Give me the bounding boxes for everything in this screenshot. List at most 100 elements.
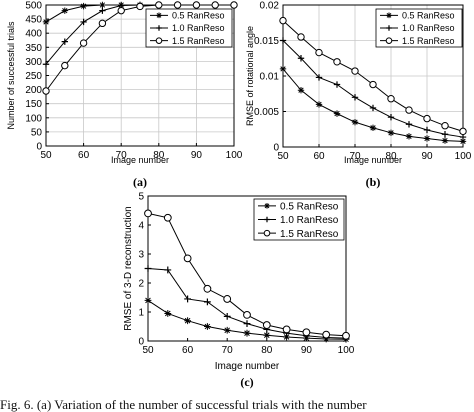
data-point bbox=[405, 133, 413, 140]
data-point bbox=[423, 126, 431, 134]
data-point bbox=[164, 266, 172, 274]
data-point bbox=[441, 122, 449, 130]
y-tick-label: 4 bbox=[138, 221, 144, 232]
legend-label: 1.0 RanReso bbox=[172, 23, 225, 33]
data-point bbox=[144, 297, 152, 304]
x-axis-label: Image number bbox=[111, 155, 169, 165]
legend: 0.5 RanReso 1.0 RanReso 1.5 RanReso bbox=[253, 198, 345, 241]
legend-marker bbox=[264, 216, 270, 223]
data-point bbox=[136, 2, 144, 11]
data-point bbox=[144, 209, 152, 218]
data-point bbox=[192, 1, 201, 9]
data-point bbox=[405, 121, 413, 128]
y-axis-label: Number of successful trials bbox=[6, 21, 16, 130]
x-tick-label: 100 bbox=[338, 345, 355, 356]
x-tick-label: 60 bbox=[182, 345, 194, 356]
data-point bbox=[61, 7, 68, 14]
figure-caption: Fig. 6. (a) Variation of the number of s… bbox=[0, 398, 367, 412]
data-point bbox=[203, 284, 212, 293]
x-tick-label: 50 bbox=[142, 345, 154, 356]
data-point bbox=[333, 58, 341, 66]
y-tick-label: 100 bbox=[25, 113, 42, 124]
y-tick-label: 500 bbox=[25, 1, 42, 12]
data-point bbox=[211, 1, 219, 9]
data-point bbox=[315, 48, 323, 57]
y-tick-label: 450 bbox=[25, 15, 42, 26]
data-point bbox=[99, 7, 106, 14]
legend-marker bbox=[385, 37, 393, 44]
y-tick-label: 0.02 bbox=[260, 1, 280, 12]
y-tick-label: 350 bbox=[25, 43, 42, 54]
data-point bbox=[42, 18, 50, 26]
data-point bbox=[297, 55, 305, 62]
x-tick-label: 70 bbox=[222, 345, 234, 356]
y-tick-label: 2 bbox=[138, 279, 144, 290]
legend-label: 1.5 RanReso bbox=[402, 36, 455, 46]
data-point bbox=[387, 113, 395, 121]
data-point bbox=[117, 6, 125, 15]
legend: 0.5 RanReso 1.0 RanReso 1.5 RanReso bbox=[375, 8, 463, 48]
data-point bbox=[322, 330, 331, 339]
data-point bbox=[42, 61, 50, 68]
data-point bbox=[61, 38, 68, 45]
y-tick-label: 200 bbox=[25, 85, 42, 96]
y-tick-label: 1 bbox=[138, 308, 144, 319]
legend-label: 1.0 RanReso bbox=[402, 23, 455, 33]
x-tick-label: 90 bbox=[421, 151, 433, 162]
data-point bbox=[441, 137, 449, 144]
data-point bbox=[369, 80, 377, 89]
data-point bbox=[98, 19, 107, 28]
legend-label: 0.5 RanReso bbox=[402, 11, 455, 21]
panel-c: 50 60 70 80 90 100 0 1 2 3 4 5 Image number RMSE of 3… bbox=[123, 192, 355, 390]
x-tick-label: 70 bbox=[349, 151, 361, 162]
data-point bbox=[223, 312, 231, 320]
series-2 bbox=[279, 37, 467, 141]
data-point bbox=[459, 127, 467, 136]
legend-label: 0.5 RanReso bbox=[172, 11, 225, 21]
data-point bbox=[230, 1, 238, 9]
y-tick-label: 0.01 bbox=[260, 72, 280, 83]
legend-label: 1.0 RanReso bbox=[280, 215, 339, 226]
y-tick-label: 5 bbox=[138, 192, 144, 203]
y-axis-label: RMSE of rotational angle bbox=[245, 26, 255, 126]
data-point bbox=[333, 110, 341, 117]
data-point bbox=[243, 311, 251, 319]
y-tick-label: 300 bbox=[25, 57, 42, 68]
data-point bbox=[333, 81, 341, 88]
x-tick-label: 70 bbox=[116, 150, 128, 161]
x-tick-label: 50 bbox=[40, 150, 52, 161]
data-point bbox=[262, 321, 271, 329]
x-tick-label: 50 bbox=[277, 151, 289, 162]
data-point bbox=[459, 138, 467, 145]
x-tick-label: 100 bbox=[226, 150, 243, 161]
data-point bbox=[61, 61, 69, 70]
data-point bbox=[405, 106, 413, 114]
y-tick-label: 3 bbox=[138, 250, 144, 261]
data-point bbox=[144, 265, 152, 272]
y-tick-label: 0 bbox=[273, 143, 279, 154]
legend-marker bbox=[386, 25, 392, 31]
data-point bbox=[243, 329, 251, 337]
panel-label: (b) bbox=[366, 175, 381, 189]
data-point bbox=[279, 37, 287, 44]
data-point bbox=[42, 87, 50, 95]
data-point bbox=[441, 131, 449, 138]
data-point bbox=[387, 129, 395, 136]
data-point bbox=[223, 295, 232, 303]
x-tick-label: 90 bbox=[301, 345, 313, 356]
data-point bbox=[80, 2, 87, 10]
data-point bbox=[80, 18, 87, 26]
data-point bbox=[282, 325, 291, 334]
panel-label: (a) bbox=[133, 175, 147, 189]
data-point bbox=[155, 1, 163, 9]
legend-marker bbox=[156, 12, 162, 19]
data-point bbox=[223, 326, 231, 334]
data-point bbox=[183, 254, 192, 263]
legend-marker bbox=[263, 229, 271, 237]
x-tick-label: 60 bbox=[78, 150, 90, 161]
data-point bbox=[302, 328, 311, 337]
legend-marker bbox=[155, 37, 163, 44]
x-axis-label: Image number bbox=[344, 155, 402, 165]
y-tick-label: 0 bbox=[138, 337, 144, 348]
